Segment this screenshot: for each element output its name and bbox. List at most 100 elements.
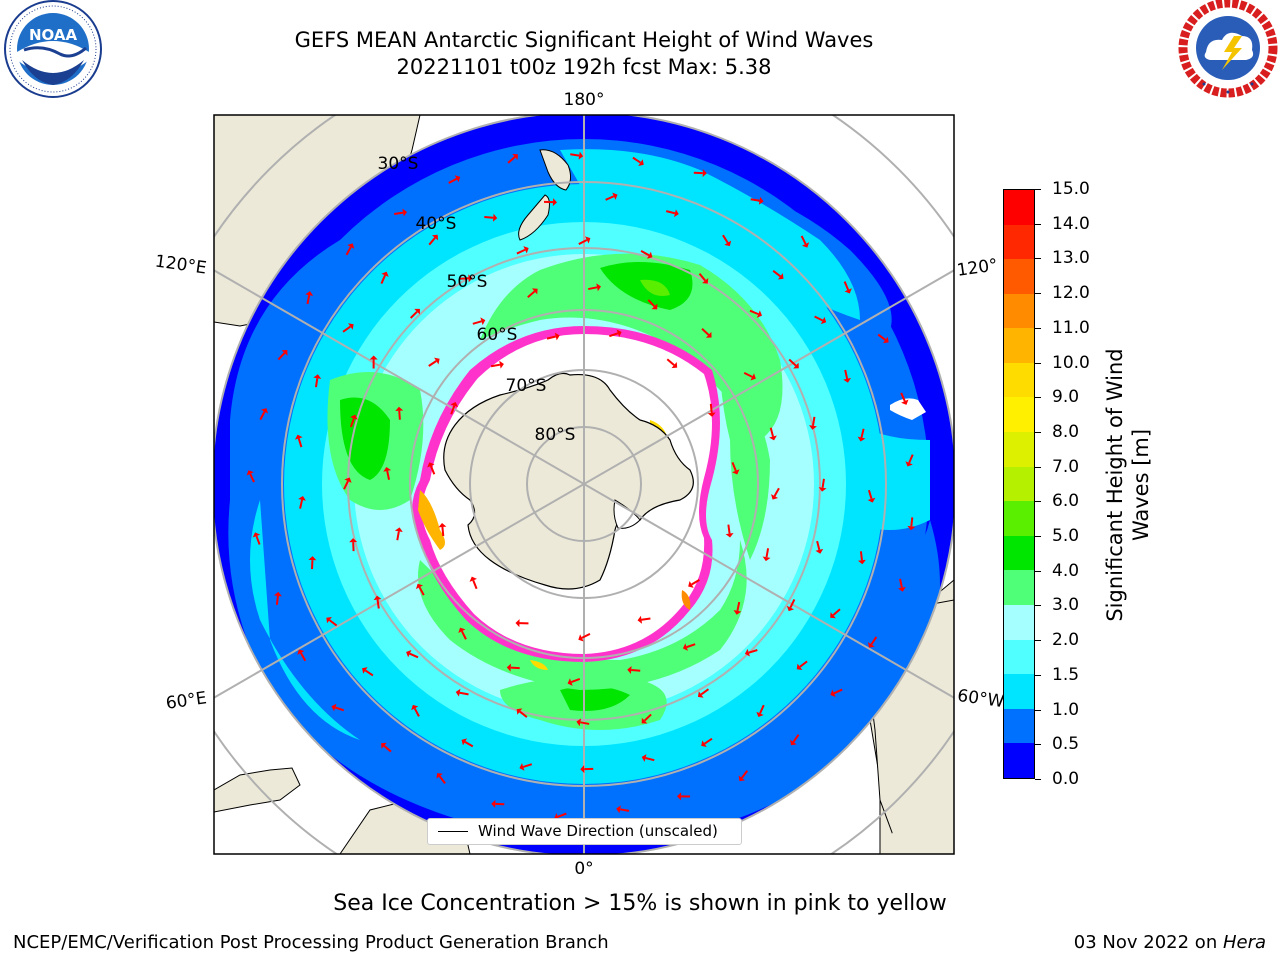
wind-wave-arrow [334, 706, 345, 712]
wind-wave-arrowhead [480, 317, 486, 326]
colorbar-tick [1035, 466, 1041, 468]
wind-wave-arrowhead [786, 605, 795, 612]
wind-wave-arrow [731, 462, 737, 472]
wind-wave-arrowhead [402, 208, 408, 217]
wind-wave-arrowhead [350, 414, 358, 420]
colorbar-tick [1035, 362, 1041, 364]
colorbar-tick [1035, 570, 1041, 572]
wind-wave-arrow [428, 360, 437, 367]
wind-wave-arrow [277, 352, 286, 361]
wind-wave-arrow [877, 333, 887, 341]
wind-wave-arrow [459, 691, 469, 696]
colorbar [1003, 189, 1035, 779]
wind-wave-arrow [464, 741, 474, 748]
wind-wave-arrowhead [331, 703, 337, 712]
wind-wave-arrowhead [732, 469, 740, 475]
wind-wave-arrow [516, 248, 526, 255]
map-title: GEFS MEAN Antarctic Significant Height o… [294, 28, 874, 52]
colorbar-segment [1004, 224, 1034, 260]
wind-wave-arrow [759, 704, 765, 714]
colorbar-segment [1004, 189, 1034, 225]
wind-wave-arrow [519, 710, 528, 718]
wind-wave-arrow [409, 310, 418, 319]
wind-wave-arrow [833, 688, 843, 695]
wind-wave-arrow [750, 198, 760, 202]
colorbar-tick-label: 12.0 [1052, 283, 1090, 304]
lon-label-180: 180° [564, 90, 605, 110]
lat-label-40s: 40°S [416, 214, 457, 234]
wind-wave-arrowhead [454, 175, 461, 183]
wind-wave-arrow [507, 156, 516, 164]
footer-host: Hera [1222, 932, 1266, 953]
colorbar-segment [1004, 570, 1034, 606]
wind-wave-arrowhead [702, 169, 707, 178]
colorbar-tick [1035, 223, 1041, 225]
lon-label-120w: 120° [956, 255, 999, 281]
legend-label: Wind Wave Direction (unscaled) [478, 822, 718, 840]
wind-wave-arrowhead [411, 704, 419, 711]
wind-wave-arrow [910, 517, 914, 527]
colorbar-tick [1035, 327, 1041, 329]
wind-wave-arrowhead [883, 336, 889, 344]
wind-wave-arrowhead [436, 773, 443, 779]
wind-wave-arrow [741, 770, 749, 779]
wind-wave-arrow [743, 371, 753, 378]
wind-wave-arrowhead [646, 251, 653, 259]
colorbar-tick [1035, 779, 1041, 780]
sea-ice-caption: Sea Ice Concentration > 15% is shown in … [333, 891, 947, 916]
wind-wave-arrowhead [252, 532, 261, 538]
wind-wave-arrow [490, 363, 501, 368]
colorbar-tick-label: 9.0 [1052, 387, 1080, 408]
wind-wave-arrowhead [576, 718, 582, 727]
wind-wave-arrowhead [246, 470, 254, 476]
colorbar-tick [1035, 640, 1041, 642]
wind-wave-arrow [641, 617, 651, 621]
wind-wave-arrowhead [612, 192, 618, 200]
colorbar-tick-label: 4.0 [1052, 560, 1080, 581]
wind-wave-arrow [413, 707, 420, 717]
wind-wave-arrowhead [395, 406, 404, 412]
colorbar-tick-label: 15.0 [1052, 179, 1090, 199]
wind-wave-arrowhead [641, 717, 648, 724]
wind-wave-arrowhead [857, 436, 866, 442]
wind-wave-arrowhead [738, 775, 746, 782]
wind-wave-arrowhead [771, 494, 779, 500]
wind-wave-arrow [522, 763, 533, 768]
wind-wave-arrow [255, 535, 261, 545]
wind-wave-arrow [450, 405, 456, 415]
wind-wave-arrowhead [515, 619, 520, 628]
wind-wave-arrow [769, 427, 774, 437]
wind-wave-arrow [383, 745, 392, 753]
wind-wave-arrow [345, 246, 352, 256]
wind-wave-arrowhead [344, 477, 352, 483]
map-subtitle: 20221101 t00z 192h fcst Max: 5.38 [396, 55, 772, 79]
wind-wave-arrow [484, 216, 494, 219]
wind-wave-arrow [619, 808, 630, 812]
colorbar-tick [1035, 431, 1041, 433]
wind-wave-arrow [700, 688, 710, 696]
wind-wave-arrowhead [519, 763, 525, 771]
wind-wave-arrow [409, 652, 419, 659]
wind-wave-arrowhead [347, 243, 355, 249]
wind-wave-arrowhead [305, 291, 314, 296]
colorbar-segment [1004, 743, 1034, 778]
wind-wave-arrow [860, 428, 865, 438]
wind-wave-arrowhead [905, 461, 913, 467]
colorbar-tick [1035, 501, 1041, 503]
wind-wave-arrow [472, 320, 482, 325]
wind-wave-arrowhead [707, 412, 716, 417]
colorbar-segment [1004, 397, 1034, 433]
wind-wave-arrowhead [499, 360, 504, 369]
colorbar-title-line2: Waves [m] [1129, 428, 1153, 542]
colorbar-segment [1004, 535, 1034, 571]
wind-wave-arrowhead [383, 467, 392, 472]
wind-wave-arrowhead [697, 691, 704, 698]
wind-wave-arrowhead [705, 331, 712, 338]
wind-wave-arrowhead [516, 708, 523, 715]
wind-wave-arrow [557, 812, 567, 818]
wind-wave-arrowhead [281, 350, 288, 356]
wind-wave-arrowhead [585, 236, 591, 244]
wind-wave-arrow [772, 270, 781, 278]
wind-wave-arrow [867, 489, 873, 500]
wind-wave-arrow [666, 358, 675, 366]
